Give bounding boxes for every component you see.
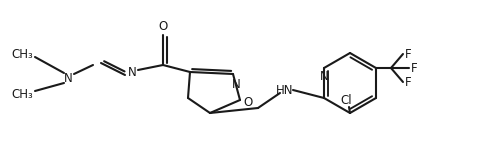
Text: F: F [404,47,411,60]
Text: N: N [64,71,72,85]
Text: N: N [128,67,136,79]
Text: N: N [320,69,328,83]
Text: O: O [158,21,168,33]
Text: HN: HN [276,83,294,97]
Text: CH₃: CH₃ [11,48,33,62]
Text: F: F [404,76,411,88]
Text: O: O [244,97,252,109]
Text: Cl: Cl [340,95,352,107]
Text: F: F [410,62,418,74]
Text: CH₃: CH₃ [11,88,33,100]
Text: N: N [232,78,240,90]
